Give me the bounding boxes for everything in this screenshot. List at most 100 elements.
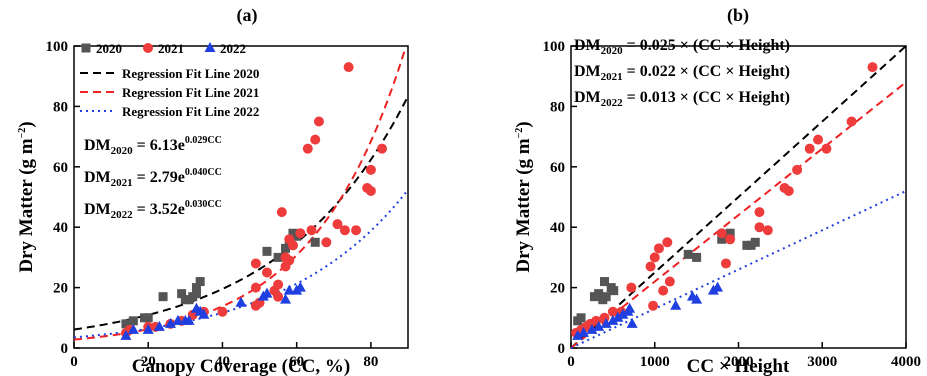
panel-a-ticks: 0 20 40 60 80 0 20 40 60 80 100 (46, 39, 379, 370)
point-2021 (365, 185, 376, 196)
point-2021 (284, 255, 295, 266)
panel-a-x-axis-label: Canopy Coverage (CC, %) (132, 356, 350, 376)
point-2022 (593, 320, 605, 331)
panel-b: (b) 0 1000 2000 3000 4000 0 20 40 60 80 100 CC × H… (513, 5, 921, 376)
point-2021 (648, 300, 659, 311)
point-2022 (283, 284, 295, 295)
y-tick-label: 80 (550, 99, 565, 115)
point-2020 (576, 313, 586, 323)
point-2020 (177, 289, 187, 299)
point-2021 (321, 237, 332, 248)
x-tick-label: 20 (141, 354, 156, 370)
point-2021 (725, 234, 736, 245)
point-2021 (804, 143, 815, 154)
point-2021 (792, 164, 803, 175)
point-2022 (691, 293, 703, 304)
point-2022 (612, 311, 624, 322)
legend-marker-2022 (204, 42, 216, 52)
point-2022 (626, 317, 638, 328)
point-2020 (717, 234, 727, 244)
point-2021 (287, 240, 298, 251)
point-2022 (712, 281, 724, 292)
point-2022 (294, 281, 306, 292)
point-2021 (217, 306, 228, 317)
point-2020 (600, 277, 609, 287)
point-2021 (821, 143, 832, 154)
point-2021 (645, 261, 656, 272)
panel-a-points (120, 62, 388, 340)
equation: DM2021 = 2.79e0.040CC (84, 167, 222, 189)
equation: DM2022 = 0.013 × (CC × Height) (574, 89, 790, 109)
x-tick-label: 0 (70, 354, 78, 370)
point-2021 (649, 252, 660, 263)
x-tick-label: 40 (215, 354, 230, 370)
point-2022 (624, 302, 636, 313)
point-2021 (720, 258, 731, 269)
point-2020 (191, 289, 201, 299)
point-2020 (191, 283, 201, 293)
equation: DM2020 = 0.025 × (CC × Height) (574, 37, 790, 57)
point-2021 (377, 143, 388, 154)
point-2020 (692, 252, 702, 262)
point-2020 (158, 292, 168, 302)
x-tick-label: 2000 (724, 354, 754, 370)
panel-b-x-axis-label: CC × Height (687, 356, 790, 376)
y-tick-label: 60 (53, 160, 68, 176)
point-2021 (276, 207, 287, 218)
fit-line-1 (570, 81, 907, 349)
equation: DM2020 = 6.13e0.029CC (84, 135, 222, 157)
point-2021 (295, 228, 306, 239)
point-2021 (754, 207, 765, 218)
panel-b-equations: DM2020 = 0.025 × (CC × Height) DM2021 = 0… (574, 37, 790, 109)
panel-a: (a) 0 20 40 60 80 0 20 40 60 80 100 Canopy Coverag… (16, 5, 409, 376)
point-2021 (365, 164, 376, 175)
point-2022 (235, 296, 247, 307)
panel-b-fit-lines (570, 45, 907, 349)
equation: DM2021 = 0.022 × (CC × Height) (574, 63, 790, 83)
y-tick-label: 60 (550, 160, 565, 176)
fit-line-2 (570, 190, 907, 349)
point-2021 (302, 143, 313, 154)
point-2022 (578, 326, 590, 337)
panel-b-y-axis-label: Dry Matter (g m−2) (513, 121, 534, 272)
y-tick-label: 0 (61, 341, 69, 357)
point-2022 (261, 287, 273, 298)
point-2020 (281, 243, 291, 253)
point-2020 (273, 252, 283, 262)
point-2021 (754, 222, 765, 233)
legend-label: 2022 (220, 41, 246, 56)
point-2022 (120, 329, 132, 340)
point-2020 (725, 228, 735, 238)
point-2021 (343, 62, 354, 73)
point-2020 (683, 249, 693, 259)
point-2022 (172, 314, 184, 325)
point-2021 (332, 219, 343, 230)
legend-label: Regression Fit Line 2020 (122, 66, 259, 81)
equation: DM2022 = 3.52e0.030CC (84, 199, 222, 221)
legend-label: Regression Fit Line 2021 (122, 85, 259, 100)
point-2021 (607, 306, 618, 317)
point-2020 (750, 237, 760, 247)
point-2022 (153, 320, 165, 331)
y-tick-label: 100 (46, 39, 69, 55)
point-2022 (586, 323, 598, 334)
point-2021 (846, 116, 857, 127)
point-2021 (250, 282, 261, 293)
y-tick-label: 100 (543, 39, 566, 55)
point-2021 (273, 279, 284, 290)
point-2021 (351, 225, 362, 236)
x-tick-label: 80 (363, 354, 378, 370)
y-tick-label: 20 (53, 281, 68, 297)
point-2022 (142, 323, 154, 334)
point-2022 (607, 314, 619, 325)
point-2022 (127, 323, 139, 334)
point-2020 (262, 246, 272, 256)
panel-b-label: (b) (727, 5, 749, 26)
point-2021 (273, 291, 284, 302)
point-2021 (867, 62, 878, 73)
point-2020 (609, 286, 619, 296)
x-tick-label: 1000 (640, 354, 670, 370)
point-2021 (310, 134, 321, 145)
legend-marker-2021 (143, 43, 153, 53)
